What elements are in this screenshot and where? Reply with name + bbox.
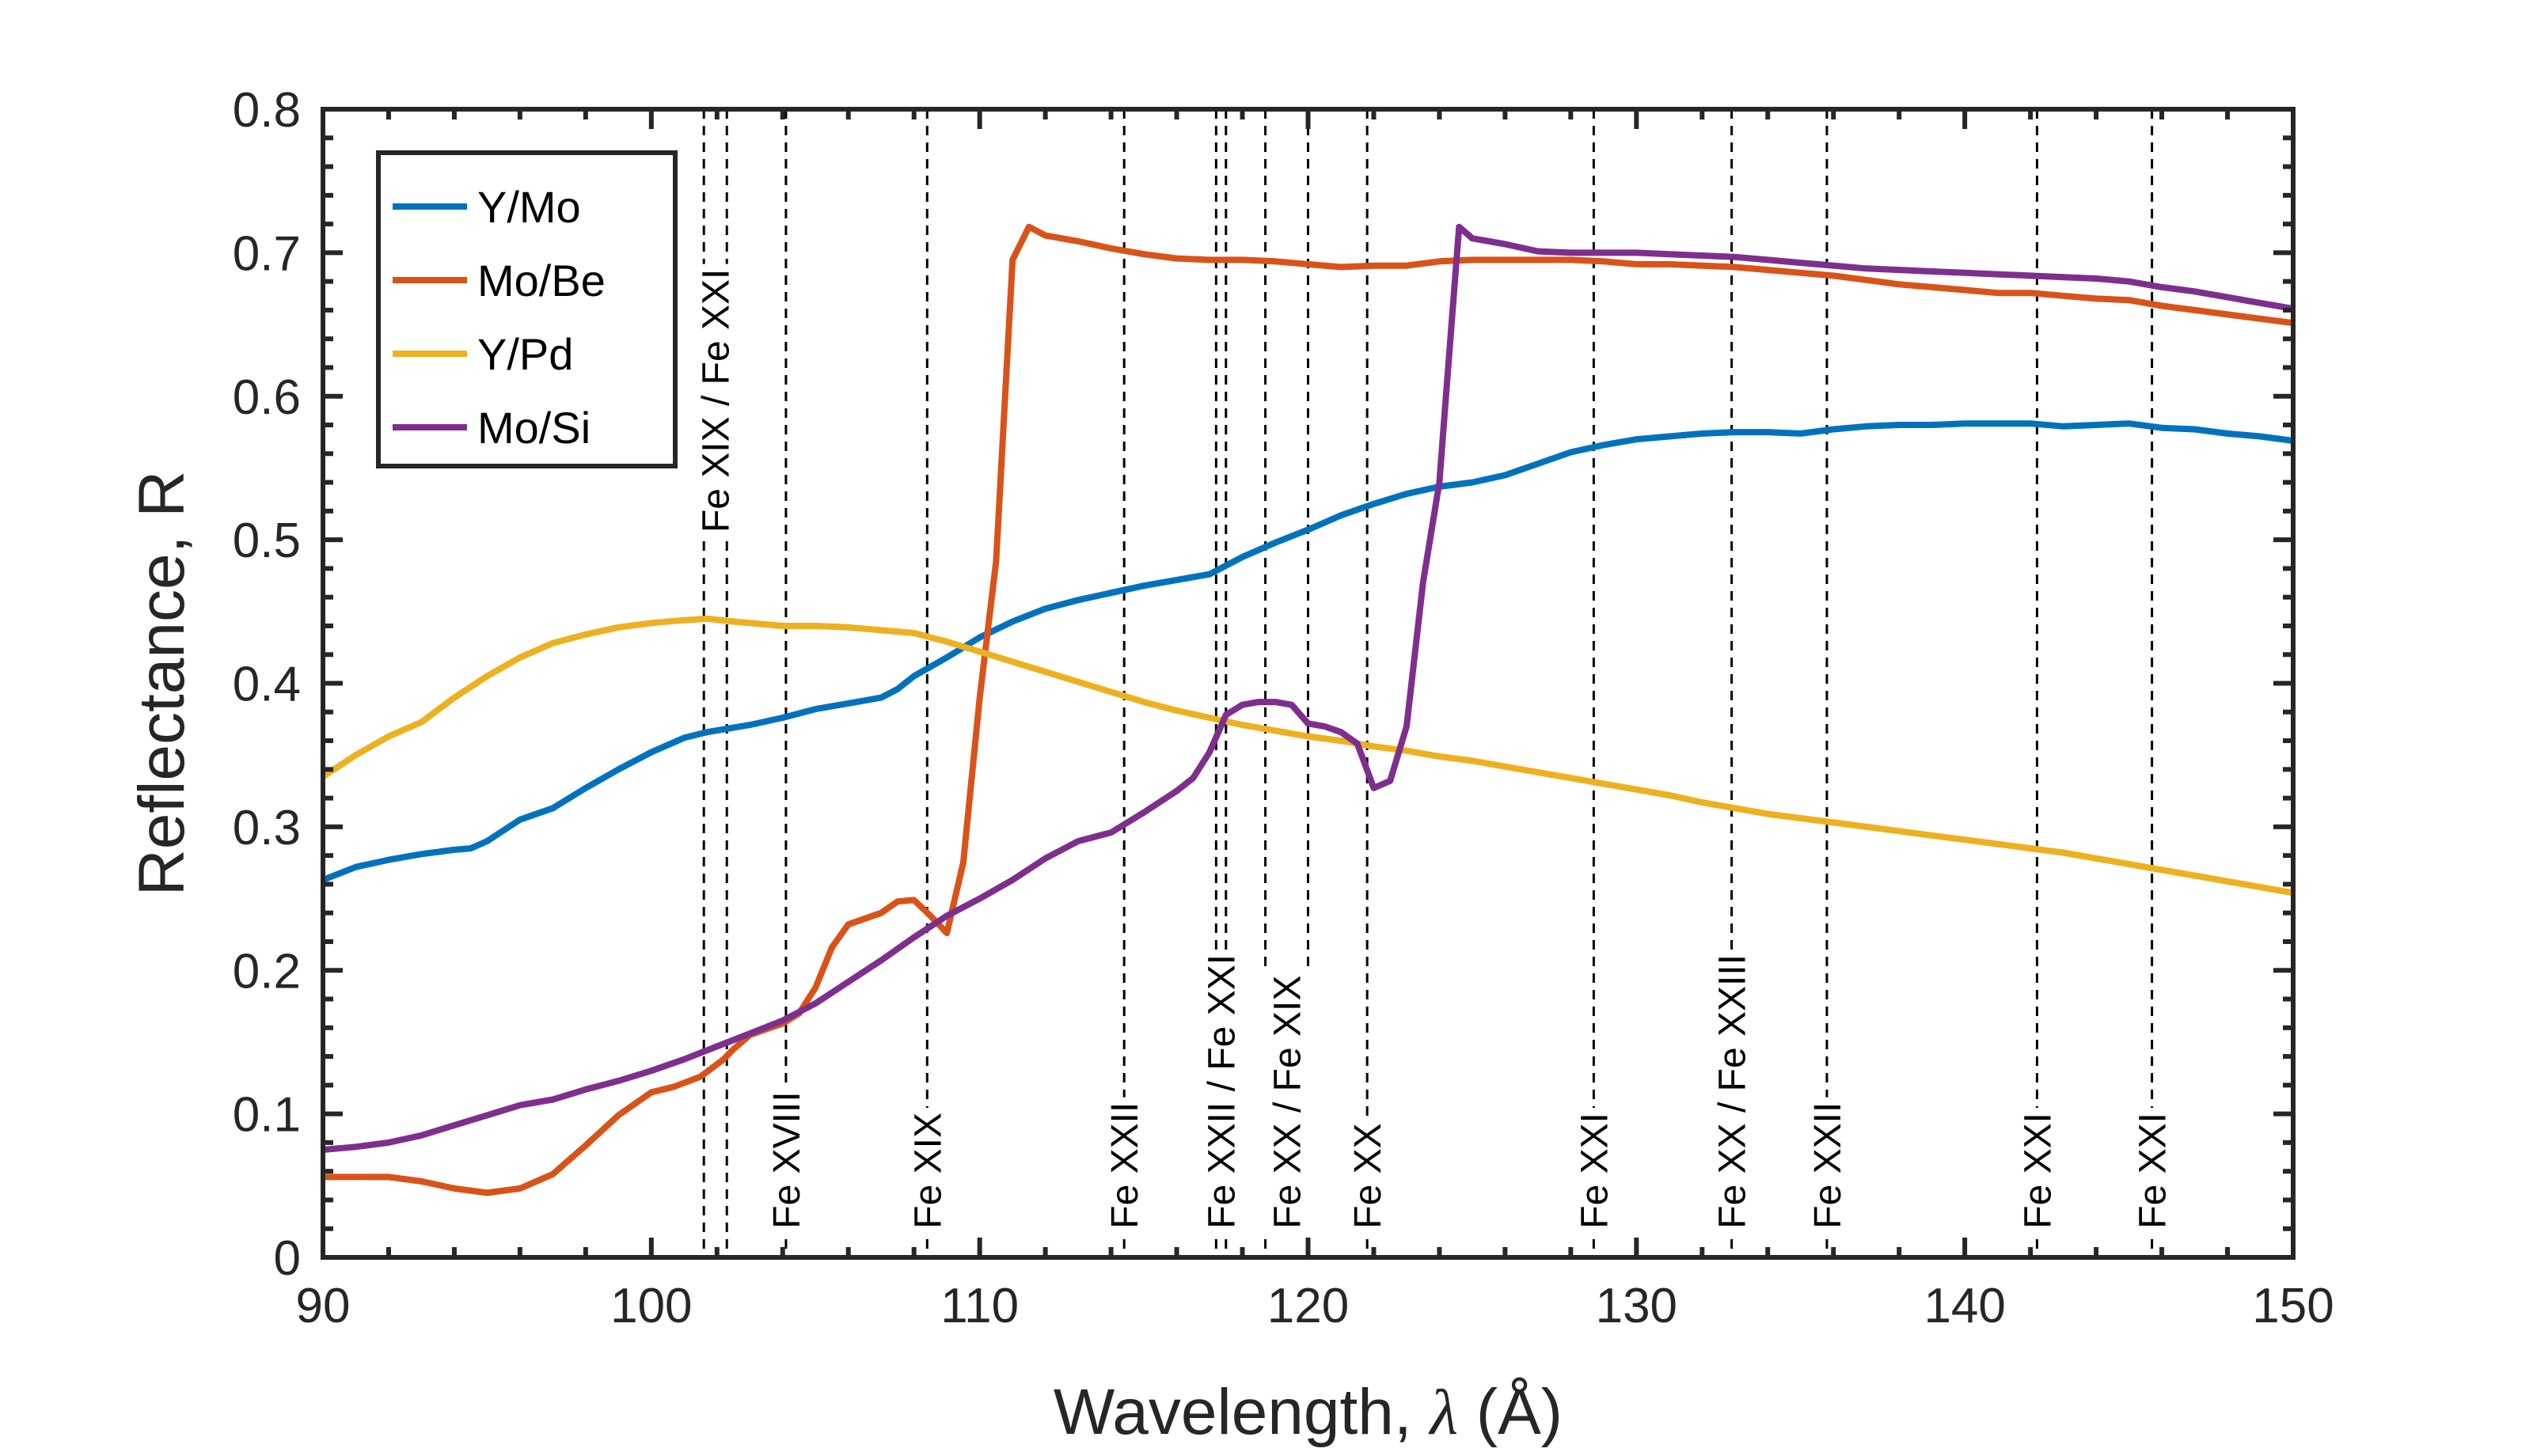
legend-label: Mo/Si xyxy=(477,403,591,453)
x-tick-label: 130 xyxy=(1596,1279,1677,1333)
y-tick-label: 0.2 xyxy=(233,944,301,999)
series-line-y-mo xyxy=(321,420,2294,883)
ion-label: Fe XXII / Fe XXI xyxy=(1198,949,1247,1234)
lambda-symbol: λ xyxy=(1428,1376,1458,1448)
ion-label-background xyxy=(1263,970,1312,1234)
series-line-mo-be xyxy=(323,223,2294,1196)
ion-label: Fe XXII xyxy=(1101,1097,1150,1234)
series-line-mo-si xyxy=(322,223,2294,1153)
ion-label-text: Fe XXII / Fe XXI xyxy=(1202,954,1244,1229)
y-tick-label: 0.6 xyxy=(233,370,301,425)
ion-label: Fe XX xyxy=(1344,1118,1393,1234)
legend-label: Y/Mo xyxy=(477,182,581,232)
legend-label: Mo/Be xyxy=(477,256,606,305)
y-tick-label: 0.8 xyxy=(233,83,301,138)
ion-annotations: Fe XIX / Fe XXI Fe XVIII Fe XIX Fe XXII Fe X… xyxy=(692,264,2178,1234)
ion-label-background xyxy=(692,264,741,538)
ion-label-background xyxy=(1570,1108,1620,1234)
ion-label-text: Fe XIX xyxy=(907,1113,949,1229)
ion-label-background xyxy=(762,1086,811,1234)
series-line-y-pd xyxy=(321,615,2294,897)
ion-label-text: Fe XX / Fe XIX xyxy=(1267,976,1309,1229)
ion-label-background xyxy=(2014,1108,2063,1234)
ion-label-background xyxy=(2129,1108,2178,1234)
legend-label: Y/Pd xyxy=(477,329,573,379)
x-tick-label: 140 xyxy=(1923,1279,2005,1333)
ion-label-background xyxy=(1344,1118,1393,1234)
axes: 90 100 110 120 130 140 150 0 0.1 0.2 0.3 0.4 0.5 0.6 0… xyxy=(233,83,2334,1333)
x-axis-title: Wavelength, λ (Å) xyxy=(1054,1376,1563,1448)
ion-label: Fe XXI xyxy=(2014,1108,2063,1234)
ion-label-text: Fe XVIII xyxy=(766,1091,808,1228)
x-tick-label: 110 xyxy=(940,1279,1019,1333)
series-curves xyxy=(321,223,2294,1196)
y-tick-label: 0.7 xyxy=(233,226,301,281)
ion-label-text: Fe XX / Fe XXIII xyxy=(1712,954,1754,1229)
ion-label: Fe XXII xyxy=(1803,1097,1852,1234)
x-tick-label: 100 xyxy=(610,1279,692,1333)
ion-label: Fe XX / Fe XIX xyxy=(1263,970,1312,1234)
x-axis-unit: (Å) xyxy=(1458,1376,1563,1448)
ion-label-background xyxy=(1101,1097,1150,1234)
ion-label-text: Fe XXII xyxy=(1807,1102,1849,1229)
ion-label-text: Fe XXI xyxy=(2017,1113,2059,1229)
ion-label-background xyxy=(904,1108,953,1234)
x-axis-title-text: Wavelength, xyxy=(1054,1376,1430,1448)
ion-label-text: Fe XIX / Fe XXI xyxy=(696,269,738,533)
y-tick-label: 0 xyxy=(274,1231,301,1286)
ion-label-background xyxy=(1198,949,1247,1234)
ion-label: Fe XVIII xyxy=(762,1086,811,1234)
x-tick-label: 120 xyxy=(1267,1279,1349,1333)
ion-label-text: Fe XX xyxy=(1347,1123,1389,1228)
legend: Y/Mo Mo/Be Y/Pd Mo/Si xyxy=(376,150,678,468)
y-tick-label: 0.5 xyxy=(233,514,301,568)
ion-label-text: Fe XXII xyxy=(1104,1102,1146,1229)
ion-label-background xyxy=(1803,1097,1852,1234)
y-axis-title: Reflectance, R xyxy=(126,471,198,897)
reference-lines xyxy=(702,109,2154,1257)
ion-label-text: Fe XXI xyxy=(1574,1113,1616,1229)
y-tick-label: 0.1 xyxy=(233,1088,301,1143)
x-tick-label: 90 xyxy=(296,1279,351,1333)
y-tick-label: 0.3 xyxy=(233,801,301,855)
y-tick-label: 0.4 xyxy=(233,658,301,712)
x-tick-label: 150 xyxy=(2252,1279,2334,1333)
ion-label: Fe XIX / Fe XXI xyxy=(692,264,741,538)
ion-label: Fe XX / Fe XXIII xyxy=(1708,949,1757,1234)
ion-label-background xyxy=(1708,949,1757,1234)
ion-label: Fe XIX xyxy=(904,1108,953,1234)
ion-label-text: Fe XXI xyxy=(2132,1113,2174,1229)
ion-label: Fe XXI xyxy=(2129,1108,2178,1234)
ion-label: Fe XXI xyxy=(1570,1108,1620,1234)
